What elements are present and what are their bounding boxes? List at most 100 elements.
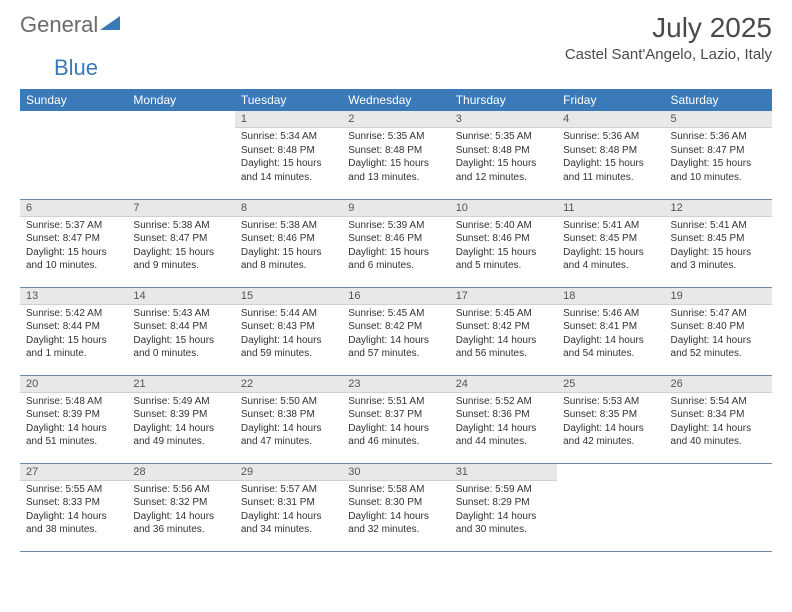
day-number: 3 [450, 111, 557, 128]
calendar-cell: 2Sunrise: 5:35 AMSunset: 8:48 PMDaylight… [342, 111, 449, 199]
day-data: Sunrise: 5:38 AMSunset: 8:46 PMDaylight:… [235, 217, 342, 277]
day-number: 4 [557, 111, 664, 128]
weekday-header: Thursday [450, 89, 557, 111]
calendar-row: 6Sunrise: 5:37 AMSunset: 8:47 PMDaylight… [20, 199, 772, 287]
calendar-cell: 1Sunrise: 5:34 AMSunset: 8:48 PMDaylight… [235, 111, 342, 199]
calendar-cell: 8Sunrise: 5:38 AMSunset: 8:46 PMDaylight… [235, 199, 342, 287]
day-data: Sunrise: 5:36 AMSunset: 8:47 PMDaylight:… [665, 128, 772, 188]
calendar-cell: 25Sunrise: 5:53 AMSunset: 8:35 PMDayligh… [557, 375, 664, 463]
day-data: Sunrise: 5:41 AMSunset: 8:45 PMDaylight:… [557, 217, 664, 277]
day-data: Sunrise: 5:59 AMSunset: 8:29 PMDaylight:… [450, 481, 557, 541]
calendar-cell: 28Sunrise: 5:56 AMSunset: 8:32 PMDayligh… [127, 463, 234, 551]
calendar-cell: 7Sunrise: 5:38 AMSunset: 8:47 PMDaylight… [127, 199, 234, 287]
day-number: 2 [342, 111, 449, 128]
calendar-cell: 20Sunrise: 5:48 AMSunset: 8:39 PMDayligh… [20, 375, 127, 463]
day-number: 21 [127, 376, 234, 393]
calendar-cell: 14Sunrise: 5:43 AMSunset: 8:44 PMDayligh… [127, 287, 234, 375]
calendar-cell [127, 111, 234, 199]
calendar-row: 27Sunrise: 5:55 AMSunset: 8:33 PMDayligh… [20, 463, 772, 551]
calendar-cell: 26Sunrise: 5:54 AMSunset: 8:34 PMDayligh… [665, 375, 772, 463]
day-data: Sunrise: 5:45 AMSunset: 8:42 PMDaylight:… [450, 305, 557, 365]
calendar-cell: 18Sunrise: 5:46 AMSunset: 8:41 PMDayligh… [557, 287, 664, 375]
day-number: 26 [665, 376, 772, 393]
day-data: Sunrise: 5:35 AMSunset: 8:48 PMDaylight:… [450, 128, 557, 188]
day-data: Sunrise: 5:50 AMSunset: 8:38 PMDaylight:… [235, 393, 342, 453]
calendar-cell: 30Sunrise: 5:58 AMSunset: 8:30 PMDayligh… [342, 463, 449, 551]
calendar-row: 1Sunrise: 5:34 AMSunset: 8:48 PMDaylight… [20, 111, 772, 199]
day-data: Sunrise: 5:46 AMSunset: 8:41 PMDaylight:… [557, 305, 664, 365]
day-data: Sunrise: 5:44 AMSunset: 8:43 PMDaylight:… [235, 305, 342, 365]
calendar-cell: 31Sunrise: 5:59 AMSunset: 8:29 PMDayligh… [450, 463, 557, 551]
day-number: 30 [342, 464, 449, 481]
day-data: Sunrise: 5:42 AMSunset: 8:44 PMDaylight:… [20, 305, 127, 365]
weekday-header: Friday [557, 89, 664, 111]
calendar-row: 20Sunrise: 5:48 AMSunset: 8:39 PMDayligh… [20, 375, 772, 463]
calendar-cell: 19Sunrise: 5:47 AMSunset: 8:40 PMDayligh… [665, 287, 772, 375]
calendar-head: SundayMondayTuesdayWednesdayThursdayFrid… [20, 89, 772, 111]
calendar-cell: 6Sunrise: 5:37 AMSunset: 8:47 PMDaylight… [20, 199, 127, 287]
day-number: 18 [557, 288, 664, 305]
day-data: Sunrise: 5:41 AMSunset: 8:45 PMDaylight:… [665, 217, 772, 277]
logo-text-general: General [20, 12, 98, 38]
logo-text-blue: Blue [54, 55, 98, 80]
logo: General [20, 12, 126, 38]
calendar-cell: 3Sunrise: 5:35 AMSunset: 8:48 PMDaylight… [450, 111, 557, 199]
day-number: 19 [665, 288, 772, 305]
calendar-row: 13Sunrise: 5:42 AMSunset: 8:44 PMDayligh… [20, 287, 772, 375]
day-data: Sunrise: 5:36 AMSunset: 8:48 PMDaylight:… [557, 128, 664, 188]
day-number: 16 [342, 288, 449, 305]
day-data: Sunrise: 5:51 AMSunset: 8:37 PMDaylight:… [342, 393, 449, 453]
weekday-header: Wednesday [342, 89, 449, 111]
day-number: 7 [127, 200, 234, 217]
calendar-cell: 21Sunrise: 5:49 AMSunset: 8:39 PMDayligh… [127, 375, 234, 463]
day-number: 1 [235, 111, 342, 128]
day-data: Sunrise: 5:57 AMSunset: 8:31 PMDaylight:… [235, 481, 342, 541]
weekday-header: Monday [127, 89, 234, 111]
month-title: July 2025 [565, 12, 772, 44]
day-data: Sunrise: 5:40 AMSunset: 8:46 PMDaylight:… [450, 217, 557, 277]
calendar-cell: 27Sunrise: 5:55 AMSunset: 8:33 PMDayligh… [20, 463, 127, 551]
day-data: Sunrise: 5:43 AMSunset: 8:44 PMDaylight:… [127, 305, 234, 365]
calendar-cell: 17Sunrise: 5:45 AMSunset: 8:42 PMDayligh… [450, 287, 557, 375]
calendar-cell: 4Sunrise: 5:36 AMSunset: 8:48 PMDaylight… [557, 111, 664, 199]
calendar-cell: 23Sunrise: 5:51 AMSunset: 8:37 PMDayligh… [342, 375, 449, 463]
location-text: Castel Sant'Angelo, Lazio, Italy [565, 46, 772, 63]
calendar-cell: 29Sunrise: 5:57 AMSunset: 8:31 PMDayligh… [235, 463, 342, 551]
day-number: 14 [127, 288, 234, 305]
calendar-cell: 13Sunrise: 5:42 AMSunset: 8:44 PMDayligh… [20, 287, 127, 375]
day-data: Sunrise: 5:45 AMSunset: 8:42 PMDaylight:… [342, 305, 449, 365]
weekday-header: Sunday [20, 89, 127, 111]
calendar-cell: 10Sunrise: 5:40 AMSunset: 8:46 PMDayligh… [450, 199, 557, 287]
day-number: 15 [235, 288, 342, 305]
day-data: Sunrise: 5:37 AMSunset: 8:47 PMDaylight:… [20, 217, 127, 277]
day-data: Sunrise: 5:35 AMSunset: 8:48 PMDaylight:… [342, 128, 449, 188]
weekday-header: Tuesday [235, 89, 342, 111]
calendar-table: SundayMondayTuesdayWednesdayThursdayFrid… [20, 89, 772, 552]
day-data: Sunrise: 5:53 AMSunset: 8:35 PMDaylight:… [557, 393, 664, 453]
title-block: July 2025 Castel Sant'Angelo, Lazio, Ita… [565, 12, 772, 69]
calendar-cell: 5Sunrise: 5:36 AMSunset: 8:47 PMDaylight… [665, 111, 772, 199]
day-number: 17 [450, 288, 557, 305]
day-data: Sunrise: 5:47 AMSunset: 8:40 PMDaylight:… [665, 305, 772, 365]
day-number: 6 [20, 200, 127, 217]
calendar-cell: 16Sunrise: 5:45 AMSunset: 8:42 PMDayligh… [342, 287, 449, 375]
day-data: Sunrise: 5:55 AMSunset: 8:33 PMDaylight:… [20, 481, 127, 541]
day-number: 8 [235, 200, 342, 217]
calendar-cell [20, 111, 127, 199]
calendar-cell: 24Sunrise: 5:52 AMSunset: 8:36 PMDayligh… [450, 375, 557, 463]
day-data: Sunrise: 5:58 AMSunset: 8:30 PMDaylight:… [342, 481, 449, 541]
day-data: Sunrise: 5:54 AMSunset: 8:34 PMDaylight:… [665, 393, 772, 453]
calendar-cell [557, 463, 664, 551]
day-number: 31 [450, 464, 557, 481]
day-data: Sunrise: 5:56 AMSunset: 8:32 PMDaylight:… [127, 481, 234, 541]
weekday-header: Saturday [665, 89, 772, 111]
calendar-cell: 15Sunrise: 5:44 AMSunset: 8:43 PMDayligh… [235, 287, 342, 375]
calendar-cell [665, 463, 772, 551]
day-data: Sunrise: 5:52 AMSunset: 8:36 PMDaylight:… [450, 393, 557, 453]
calendar-cell: 11Sunrise: 5:41 AMSunset: 8:45 PMDayligh… [557, 199, 664, 287]
day-number: 13 [20, 288, 127, 305]
day-number: 9 [342, 200, 449, 217]
day-data: Sunrise: 5:38 AMSunset: 8:47 PMDaylight:… [127, 217, 234, 277]
calendar-cell: 22Sunrise: 5:50 AMSunset: 8:38 PMDayligh… [235, 375, 342, 463]
day-number: 28 [127, 464, 234, 481]
